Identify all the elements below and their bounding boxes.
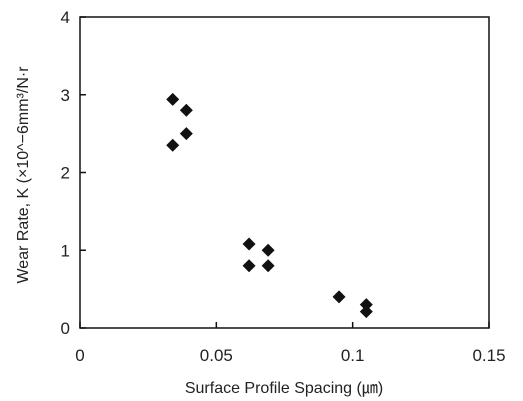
data-point — [261, 243, 275, 257]
data-point — [332, 290, 346, 304]
x-axis-title: Surface Profile Spacing (㎛) — [185, 380, 383, 397]
data-point — [242, 237, 256, 251]
y-tick-label: 2 — [61, 164, 70, 183]
y-tick-label: 0 — [61, 319, 70, 338]
data-point — [261, 259, 275, 273]
data-points — [166, 92, 373, 319]
data-point — [179, 127, 193, 141]
y-tick-label: 3 — [61, 86, 70, 105]
data-point — [359, 305, 373, 319]
y-axis-title: Wear Rate, K (×10^−6mm³/N·r — [15, 66, 32, 284]
y-tick-label: 4 — [61, 8, 70, 27]
data-point — [242, 259, 256, 273]
data-point — [179, 103, 193, 117]
axis-ticks — [79, 16, 490, 329]
tick-labels: 0 1 2 3 4 0 0.05 0.1 0.15 — [61, 8, 506, 365]
y-tick-label: 1 — [61, 241, 70, 260]
plot-frame — [79, 16, 490, 329]
data-point — [166, 92, 180, 106]
data-point — [166, 138, 180, 152]
data-point — [359, 298, 373, 312]
x-tick-label: 0.1 — [341, 346, 365, 365]
x-tick-label: 0.15 — [472, 346, 505, 365]
x-tick-label: 0 — [75, 346, 84, 365]
x-tick-label: 0.05 — [200, 346, 233, 365]
